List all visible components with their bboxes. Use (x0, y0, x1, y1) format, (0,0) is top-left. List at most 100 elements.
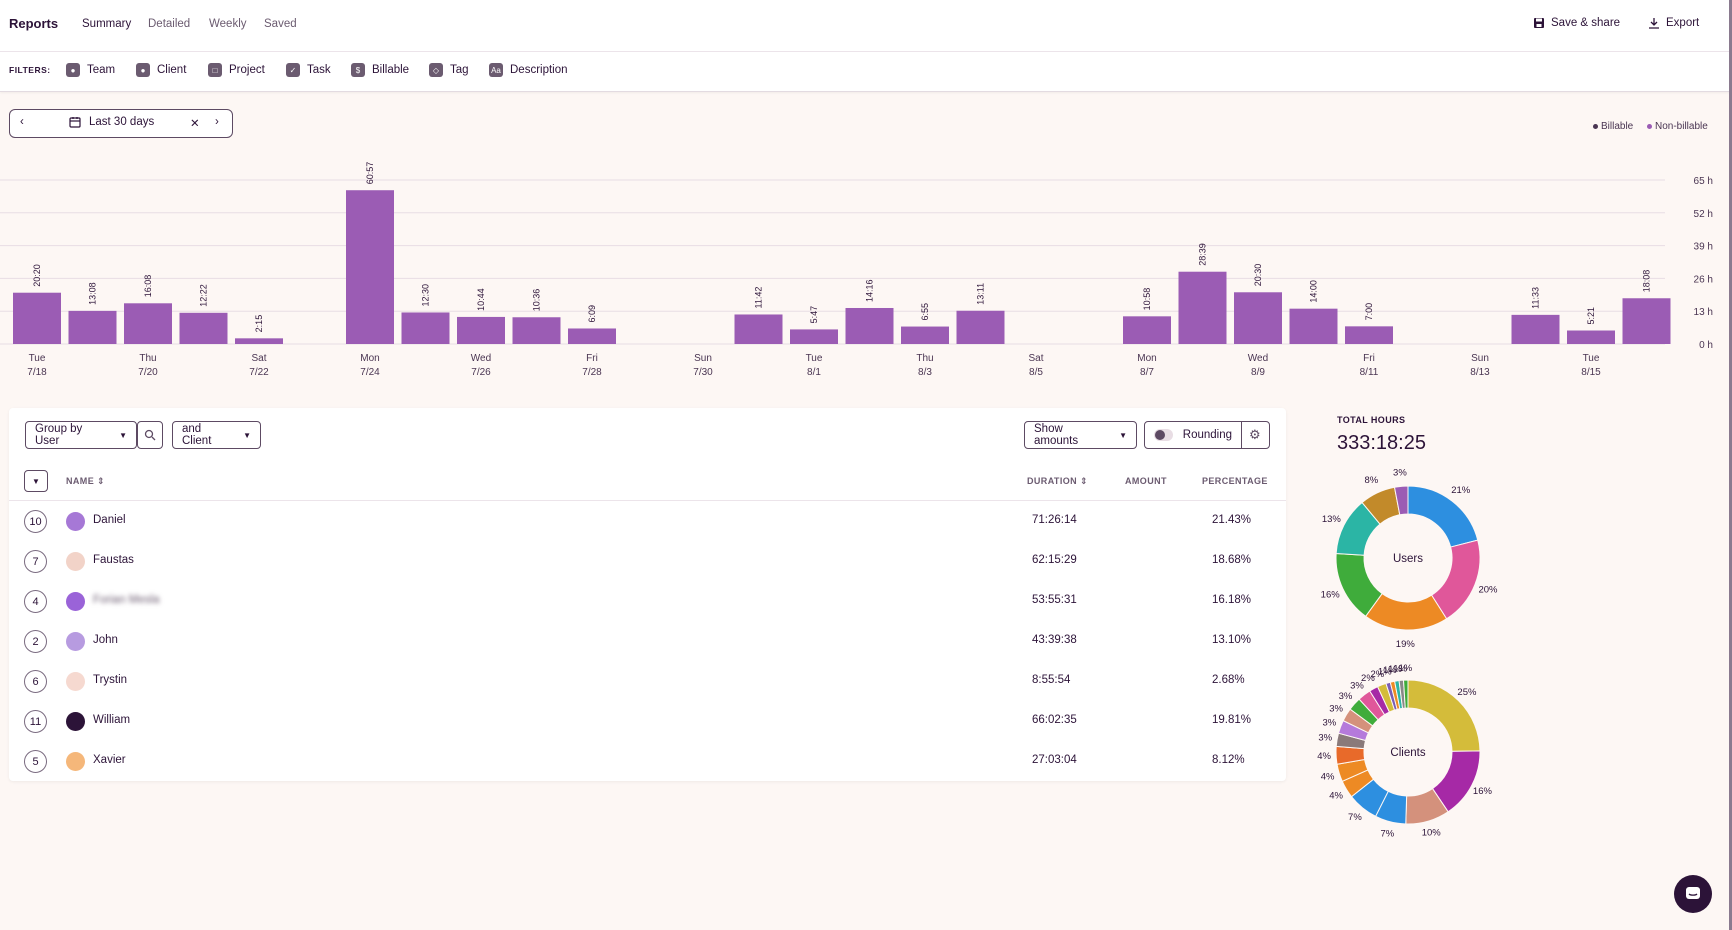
chart-bar[interactable] (790, 329, 838, 344)
percentage-cell: 8.12% (1212, 754, 1245, 766)
row-count-badge[interactable]: 4 (24, 590, 47, 613)
duration-column-header[interactable]: DURATION ⇕ (1027, 476, 1088, 487)
show-amounts-select[interactable]: Show amounts ▼ (1024, 421, 1137, 449)
chart-bar[interactable] (1567, 330, 1615, 344)
chart-bar[interactable] (179, 312, 228, 344)
x-tick-date: 7/28 (582, 367, 602, 378)
slice-label: 20% (1478, 585, 1498, 596)
bar-value-label: 2:15 (254, 315, 264, 333)
rounding-settings-button[interactable]: ⚙ (1241, 421, 1270, 449)
chart-bar[interactable] (124, 303, 172, 344)
filter-team[interactable]: ● Team (66, 63, 115, 77)
slice-label: 4% (1329, 790, 1343, 801)
filter-tag[interactable]: ◇ Tag (429, 63, 469, 77)
filter-description-label: Description (510, 64, 568, 76)
slice-label: 3% (1322, 718, 1336, 729)
table-row[interactable]: 4 Forian Mesla 53:55:31 16.18% (9, 581, 1286, 621)
filter-billable-label: Billable (372, 64, 410, 76)
table-row[interactable]: 10 Daniel 71:26:14 21.43% (9, 501, 1286, 541)
prev-period-icon[interactable]: ‹ (20, 116, 24, 128)
x-tick-date: 8/13 (1470, 367, 1490, 378)
bar-value-label: 11:33 (1531, 287, 1541, 309)
chart-bar[interactable] (235, 338, 283, 344)
x-tick-weekday: Sat (1028, 353, 1043, 364)
chart-bar[interactable] (512, 317, 561, 344)
chart-bar[interactable] (13, 292, 61, 344)
x-tick-weekday: Mon (360, 353, 379, 364)
table-row[interactable]: 5 Xavier 27:03:04 8.12% (9, 741, 1286, 781)
row-count-badge[interactable]: 6 (24, 670, 47, 693)
tab-summary[interactable]: Summary (82, 18, 132, 30)
percentage-cell: 18.68% (1212, 554, 1252, 566)
next-period-icon[interactable]: › (215, 116, 219, 128)
chart-bar[interactable] (1289, 308, 1338, 344)
filter-project[interactable]: □ Project (208, 63, 265, 77)
table-row[interactable]: 2 John 43:39:38 13.10% (9, 621, 1286, 661)
chart-bar[interactable] (346, 190, 394, 344)
group-by-select[interactable]: Group by User ▼ (25, 421, 137, 449)
x-tick-weekday: Fri (586, 353, 598, 364)
clear-icon[interactable]: ✕ (190, 118, 200, 130)
table-row[interactable]: 7 Faustas 62:15:29 18.68% (9, 541, 1286, 581)
expand-all-button[interactable]: ▼ (24, 470, 48, 492)
bar-value-label: 7:00 (1364, 303, 1374, 321)
search-button[interactable] (137, 421, 163, 449)
slice-label: 25% (1457, 687, 1477, 698)
chart-bar[interactable] (68, 310, 117, 344)
chart-bar[interactable] (1345, 326, 1393, 344)
row-count-badge[interactable]: 7 (24, 550, 47, 573)
slice-label: 13% (1322, 514, 1342, 525)
row-count-badge[interactable]: 2 (24, 630, 47, 653)
tag-icon: ◇ (429, 63, 443, 77)
filter-billable[interactable]: $ Billable (351, 63, 409, 77)
rounding-toggle[interactable]: Rounding (1144, 421, 1242, 449)
slice-label: 2% (1371, 669, 1385, 680)
clients-donut-chart: 25%16%10%7%7%4%4%4%3%3%3%3%3%2%2%1%1%1%1… (1317, 663, 1493, 839)
chat-button[interactable] (1674, 875, 1712, 913)
chart-bar[interactable] (1511, 314, 1560, 344)
chart-bar[interactable] (568, 328, 616, 344)
filter-client[interactable]: ● Client (136, 63, 186, 77)
chart-bar[interactable] (901, 326, 949, 344)
bar-value-label: 11:42 (754, 287, 764, 309)
percentage-cell: 16.18% (1212, 594, 1252, 606)
chart-bar[interactable] (956, 310, 1005, 344)
row-count-badge[interactable]: 5 (24, 750, 47, 773)
tab-saved[interactable]: Saved (264, 18, 297, 30)
bar-value-label: 10:58 (1142, 288, 1152, 311)
table-row[interactable]: 6 Trystin 8:55:54 2.68% (9, 661, 1286, 701)
tab-weekly[interactable]: Weekly (209, 18, 247, 30)
sub-group-label: and Client (182, 423, 212, 447)
chart-bar[interactable] (1622, 298, 1671, 344)
date-range-picker[interactable]: ‹ Last 30 days ✕ › (9, 109, 233, 138)
filters-bar: FILTERS: ● Team ● Client □ Project ✓ Task $ B… (0, 52, 1732, 92)
chart-bar[interactable] (401, 312, 450, 344)
x-tick-date: 7/30 (693, 367, 713, 378)
chart-bar[interactable] (734, 314, 783, 344)
table-row[interactable]: 11 William 66:02:35 19.81% (9, 701, 1286, 741)
slice-label: 4% (1321, 771, 1335, 782)
chart-bar[interactable] (1178, 271, 1227, 344)
save-share-button[interactable]: Save & share (1533, 17, 1620, 29)
name-column-header[interactable]: NAME ⇕ (66, 476, 105, 487)
donut-slice[interactable] (1402, 679, 1409, 709)
donut-slice[interactable] (1393, 485, 1409, 516)
row-count-badge[interactable]: 11 (24, 710, 47, 733)
row-count-badge[interactable]: 10 (24, 510, 47, 533)
slice-label: 16% (1321, 590, 1341, 601)
slice-label: 1% (1388, 664, 1402, 675)
chart-bar[interactable] (1123, 316, 1171, 344)
filter-task[interactable]: ✓ Task (286, 63, 331, 77)
export-button[interactable]: Export (1648, 17, 1699, 29)
slice-label: 16% (1473, 786, 1493, 797)
avatar (66, 632, 85, 651)
chart-bar[interactable] (845, 307, 894, 344)
filter-description[interactable]: Aa Description (489, 63, 568, 77)
scrollbar[interactable] (1729, 0, 1732, 930)
bar-value-label: 28:39 (1198, 243, 1208, 266)
chart-bar[interactable] (457, 316, 505, 344)
chart-bar[interactable] (1234, 292, 1282, 344)
bar-value-label: 14:16 (865, 279, 875, 302)
sub-group-select[interactable]: and Client ▼ (172, 421, 261, 449)
tab-detailed[interactable]: Detailed (148, 18, 191, 30)
